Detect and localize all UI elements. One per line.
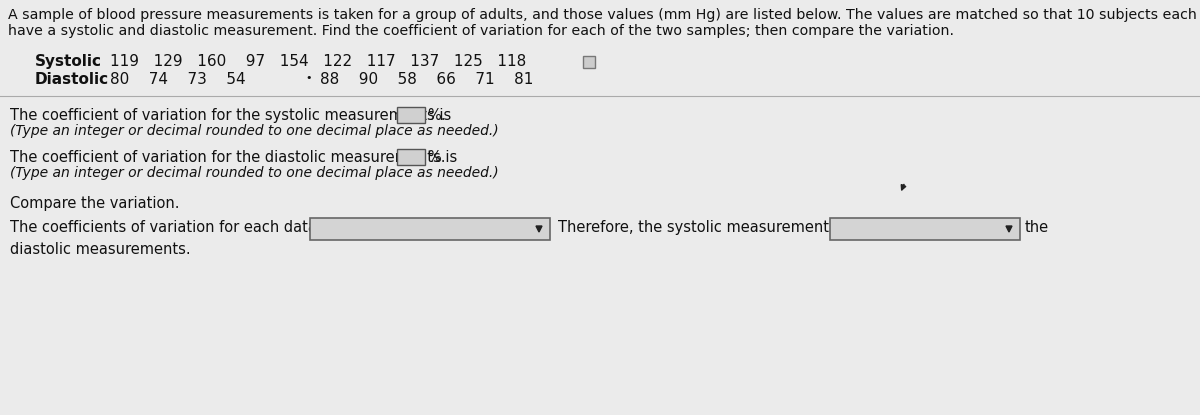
- Text: •: •: [305, 73, 312, 83]
- Text: (Type an integer or decimal rounded to one decimal place as needed.): (Type an integer or decimal rounded to o…: [10, 166, 499, 180]
- Text: Systolic: Systolic: [35, 54, 102, 69]
- Text: The coefficient of variation for the systolic measurements is: The coefficient of variation for the sys…: [10, 108, 456, 123]
- FancyBboxPatch shape: [397, 107, 425, 123]
- Text: The coefficients of variation for each data set are: The coefficients of variation for each d…: [10, 220, 372, 235]
- Text: 119   129   160    97   154   122   117   137   125   118: 119 129 160 97 154 122 117 137 125 118: [110, 54, 527, 69]
- FancyBboxPatch shape: [310, 218, 550, 240]
- Text: The coefficient of variation for the diastolic measurements is: The coefficient of variation for the dia…: [10, 150, 462, 165]
- Text: have a systolic and diastolic measurement. Find the coefficient of variation for: have a systolic and diastolic measuremen…: [8, 24, 954, 38]
- Polygon shape: [536, 226, 542, 232]
- Text: 88    90    58    66    71    81: 88 90 58 66 71 81: [320, 72, 533, 87]
- Text: Therefore, the systolic measurements vary: Therefore, the systolic measurements var…: [558, 220, 874, 235]
- Polygon shape: [1006, 226, 1012, 232]
- FancyBboxPatch shape: [830, 218, 1020, 240]
- Text: 80    74    73    54: 80 74 73 54: [110, 72, 246, 87]
- FancyBboxPatch shape: [583, 56, 595, 68]
- Text: the: the: [1025, 220, 1049, 235]
- FancyBboxPatch shape: [397, 149, 425, 165]
- Text: (Type an integer or decimal rounded to one decimal place as needed.): (Type an integer or decimal rounded to o…: [10, 124, 499, 138]
- Text: diastolic measurements.: diastolic measurements.: [10, 242, 191, 257]
- Text: %.: %.: [427, 108, 445, 123]
- Text: %.: %.: [427, 150, 445, 165]
- Text: Diastolic: Diastolic: [35, 72, 109, 87]
- Text: Compare the variation.: Compare the variation.: [10, 196, 180, 211]
- Text: A sample of blood pressure measurements is taken for a group of adults, and thos: A sample of blood pressure measurements …: [8, 8, 1196, 22]
